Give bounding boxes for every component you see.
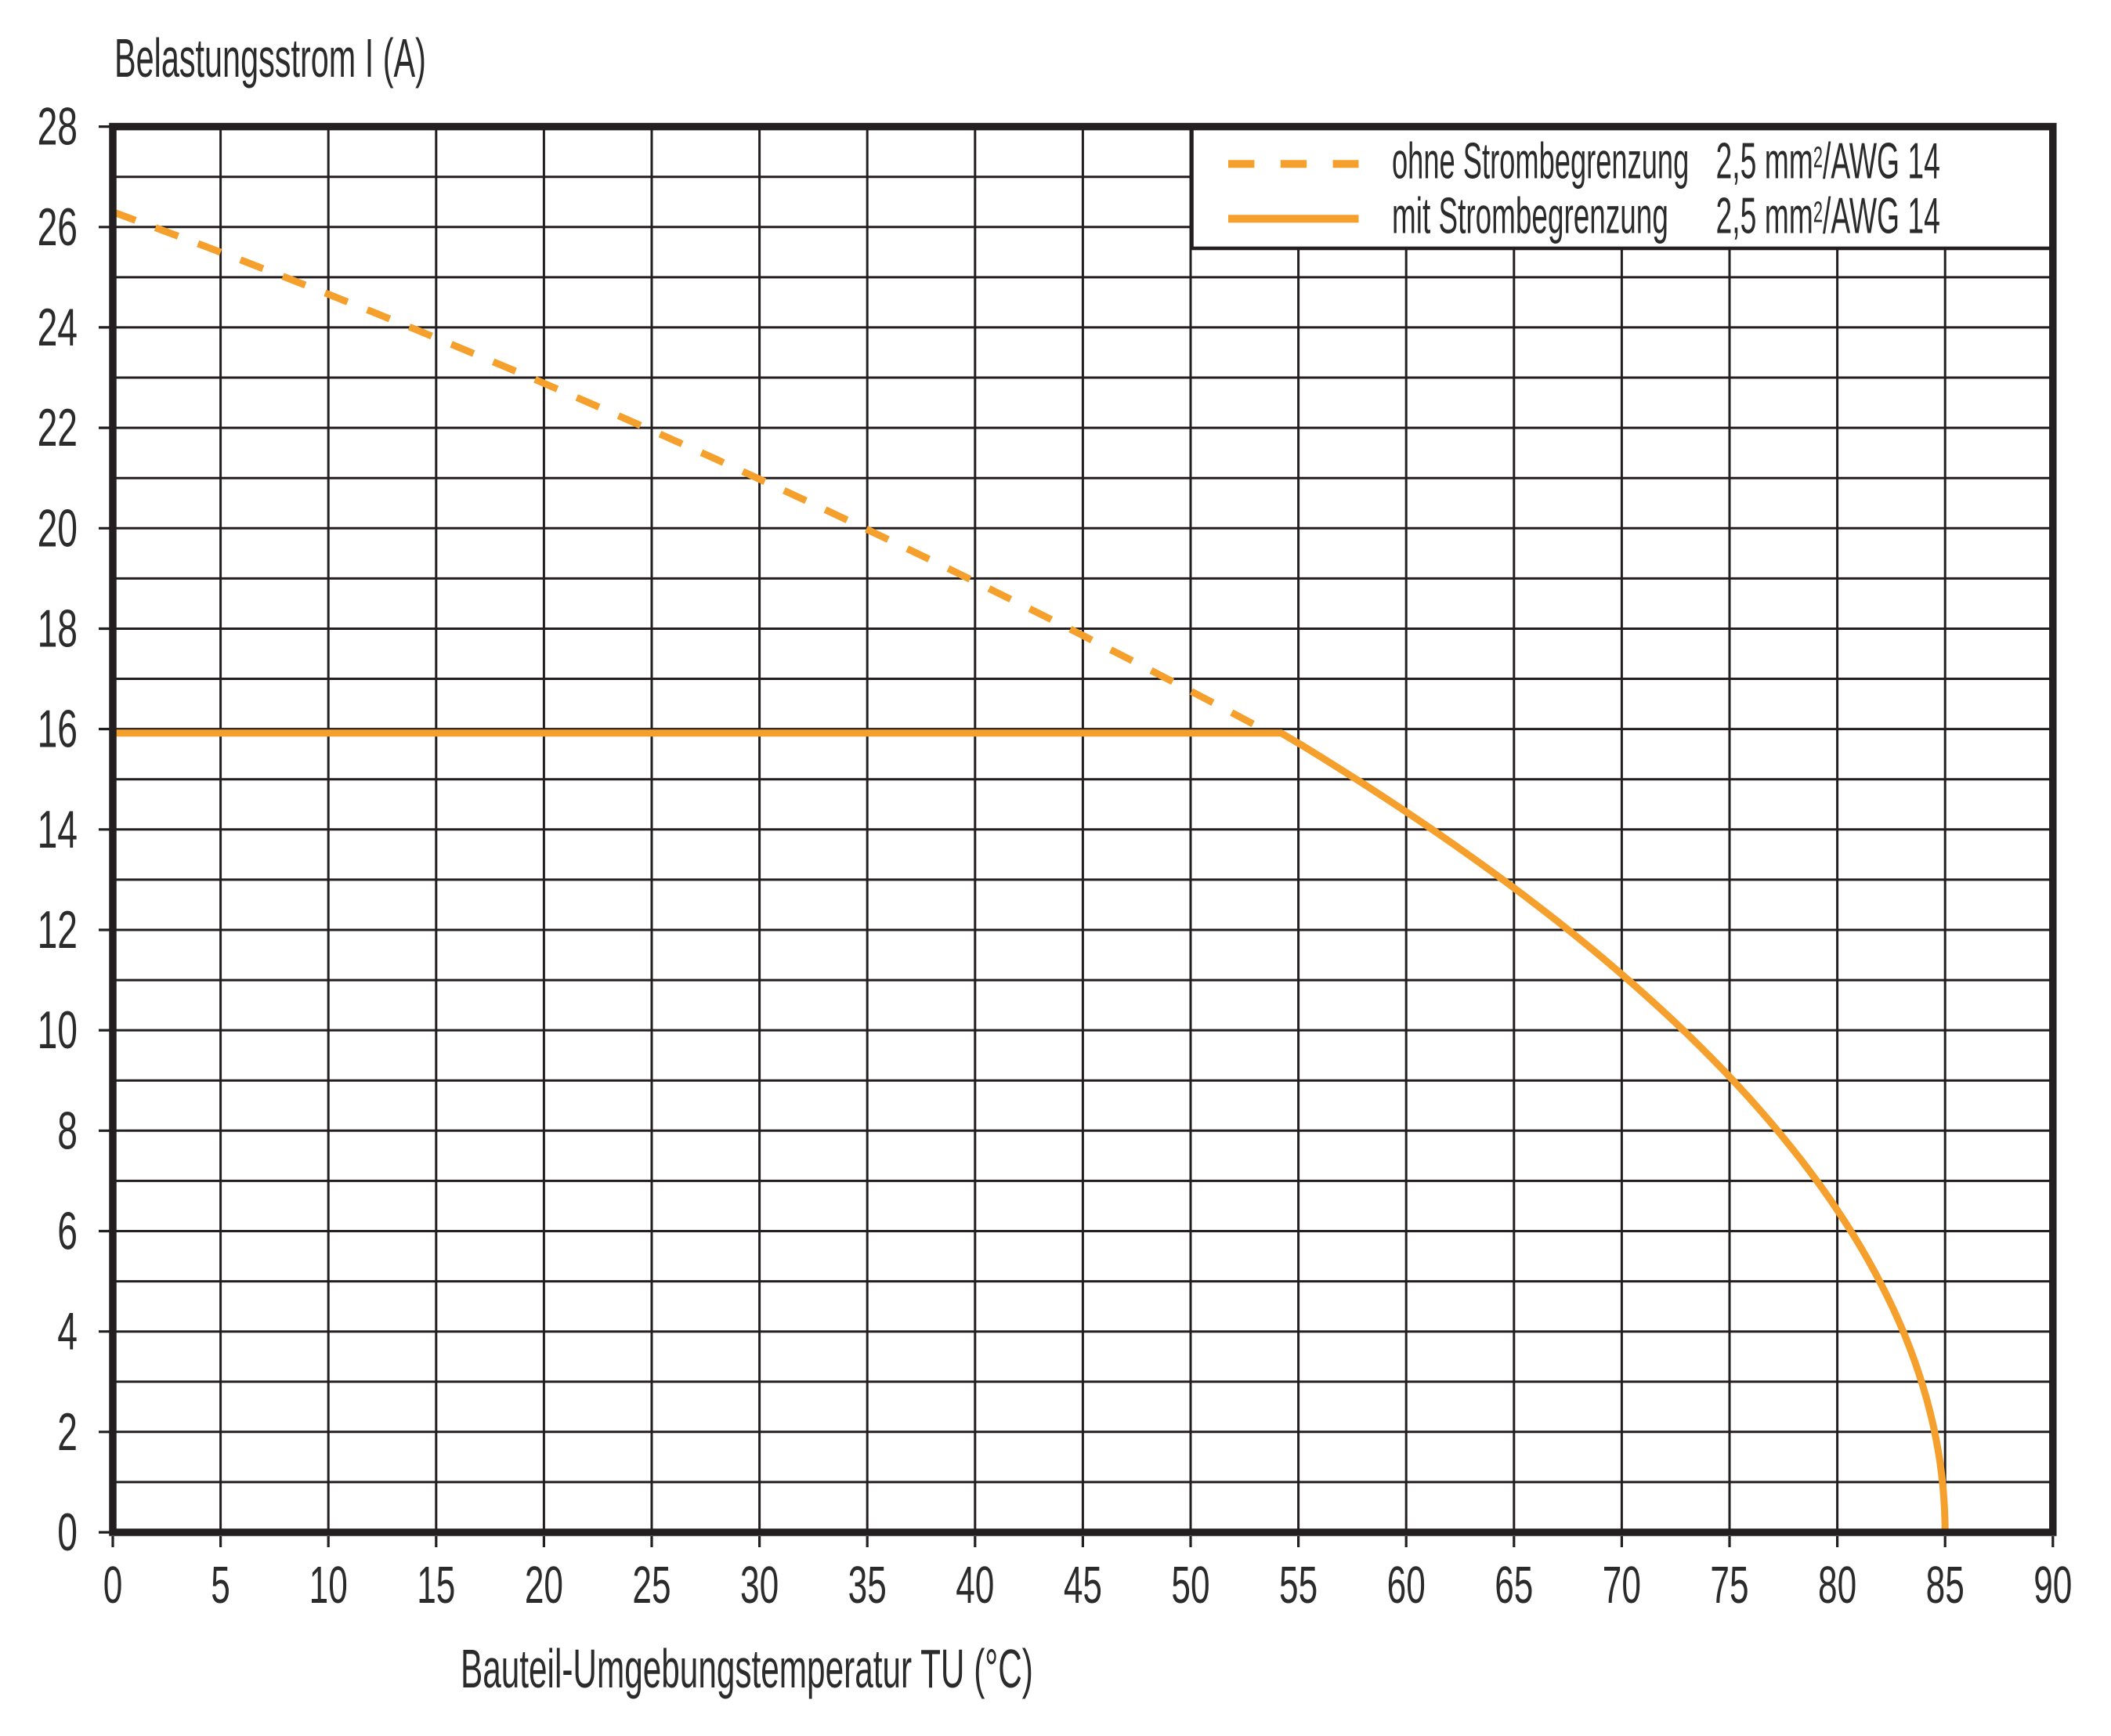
svg-text:40: 40	[956, 1557, 994, 1615]
svg-text:16: 16	[38, 700, 78, 759]
svg-text:Bauteil-Umgebungstemperatur TU: Bauteil-Umgebungstemperatur TU (°C)	[461, 1639, 1033, 1699]
svg-text:5: 5	[211, 1557, 230, 1615]
svg-text:15: 15	[417, 1557, 455, 1615]
svg-text:50: 50	[1171, 1557, 1209, 1615]
svg-text:6: 6	[57, 1202, 78, 1261]
svg-text:18: 18	[38, 599, 78, 659]
svg-text:4: 4	[57, 1302, 78, 1362]
svg-text:2: 2	[57, 1402, 78, 1462]
svg-text:22: 22	[38, 398, 78, 458]
svg-text:0: 0	[57, 1503, 78, 1562]
svg-text:20: 20	[525, 1557, 563, 1615]
svg-text:25: 25	[632, 1557, 671, 1615]
svg-text:ohne Strombegrenzung: ohne Strombegrenzung	[1392, 132, 1689, 190]
svg-text:0: 0	[103, 1557, 123, 1615]
svg-text:35: 35	[848, 1557, 887, 1615]
svg-text:2,5 mm2/AWG 14: 2,5 mm2/AWG 14	[1716, 133, 1940, 190]
svg-text:55: 55	[1279, 1557, 1318, 1615]
svg-text:20: 20	[38, 498, 78, 558]
svg-text:8: 8	[57, 1101, 78, 1160]
svg-text:60: 60	[1387, 1557, 1426, 1615]
svg-text:24: 24	[38, 298, 78, 357]
svg-text:26: 26	[38, 197, 78, 257]
svg-text:12: 12	[38, 900, 78, 960]
svg-text:80: 80	[1818, 1557, 1856, 1615]
svg-text:65: 65	[1495, 1557, 1533, 1615]
svg-text:10: 10	[38, 1000, 78, 1060]
svg-text:45: 45	[1064, 1557, 1102, 1615]
svg-text:Belastungsstrom I (A): Belastungsstrom I (A)	[114, 28, 426, 89]
svg-text:2,5 mm2/AWG 14: 2,5 mm2/AWG 14	[1716, 188, 1940, 244]
svg-text:30: 30	[740, 1557, 779, 1615]
svg-text:90: 90	[2033, 1557, 2072, 1615]
svg-text:10: 10	[309, 1557, 348, 1615]
svg-text:70: 70	[1603, 1557, 1641, 1615]
svg-text:75: 75	[1710, 1557, 1748, 1615]
svg-text:14: 14	[38, 800, 78, 859]
svg-text:85: 85	[1926, 1557, 1965, 1615]
svg-text:28: 28	[38, 97, 78, 157]
svg-text:mit Strombegrenzung: mit Strombegrenzung	[1392, 188, 1668, 245]
